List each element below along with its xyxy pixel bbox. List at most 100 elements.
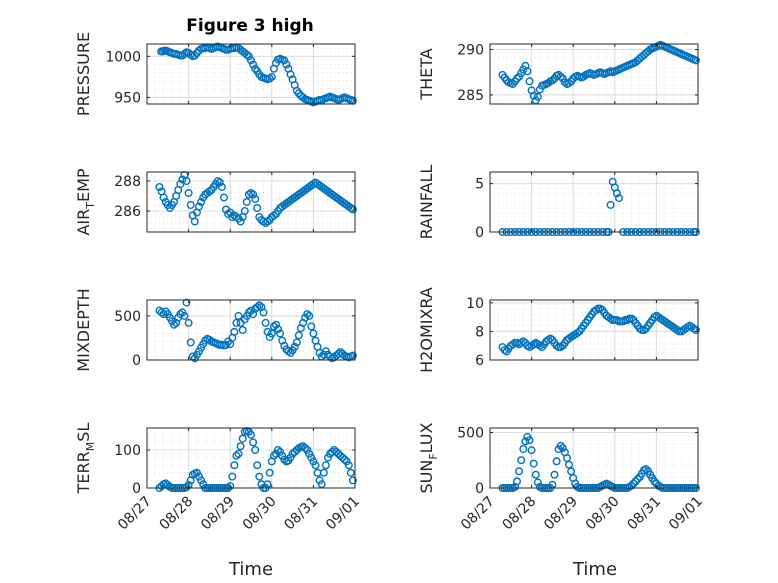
- panel-7-x-tick-label: 08/29: [198, 494, 238, 534]
- panel-6-y-tick-label: 10: [466, 296, 484, 312]
- panel-7-data-point: [321, 461, 330, 470]
- panel-8-x-tick-label: 08/30: [583, 494, 623, 534]
- panel-8-data-point: [650, 477, 659, 486]
- panel-5-data-point: [186, 338, 195, 347]
- panel-5-data-point: [176, 310, 185, 319]
- panel-2-y-tick-label: 290: [457, 42, 484, 58]
- panel-4-plot-area: [490, 172, 698, 232]
- panel-4-data-point: [615, 194, 624, 203]
- panel-7-data-point: [324, 453, 333, 462]
- panel-3-data-point: [178, 175, 187, 184]
- panel-7-y-axis-label: TERRMSL: [74, 423, 97, 495]
- panel-8-axes-box: [489, 427, 699, 489]
- panel-7-data-point: [265, 468, 274, 477]
- panel-1-data-point: [242, 50, 251, 59]
- panel-3-data-point: [190, 217, 199, 226]
- panel-2-data-point: [525, 77, 534, 86]
- panel-8-data-point: [552, 457, 561, 466]
- panel-3-data-point: [240, 206, 249, 215]
- panel-5-data-point: [303, 310, 312, 319]
- panel-4-y-tick-label: 0: [475, 225, 484, 241]
- panel-5-data-point: [234, 311, 243, 320]
- panel-3-data-point: [186, 200, 195, 209]
- panel-1-y-axis-label: PRESSURE: [74, 32, 93, 116]
- panel-2-data-point: [513, 74, 522, 83]
- panel-1-data-point: [267, 72, 276, 81]
- x-axis-label-left: Time: [228, 559, 273, 580]
- panel-5-data-point: [230, 327, 239, 336]
- panel-6-y-tick-label: 8: [475, 324, 484, 340]
- panel-5-data-point: [272, 320, 281, 329]
- panel-3-data-point: [215, 178, 224, 187]
- panel-7-axes-box: [146, 427, 356, 489]
- panel-3-data-point: [348, 205, 357, 214]
- panel-5-data-point: [182, 298, 191, 307]
- panel-4-data-point: [612, 189, 621, 198]
- panel-1-data-point: [282, 60, 291, 69]
- panel-5-data-point: [261, 318, 270, 327]
- panel-7-data-point: [182, 483, 191, 492]
- panel-3-data-point: [219, 193, 228, 202]
- panel-7-y-tick-label: 0: [132, 481, 141, 497]
- panel-2-y-tick-label: 285: [457, 88, 484, 104]
- panel-2-data-point: [533, 92, 542, 101]
- figure-title: Figure 3 high: [186, 16, 314, 36]
- panel-3-y-tick-label: 286: [114, 204, 141, 220]
- panel-3-data-point: [236, 217, 245, 226]
- panel-8-x-tick-label: 08/31: [624, 494, 664, 534]
- panel-2-axes-box: [489, 43, 699, 105]
- panel-1-y-tick-label: 950: [114, 90, 141, 106]
- panel-7-data-point: [269, 451, 278, 460]
- panel-1-data-point: [299, 93, 308, 102]
- panel-2-data-point: [548, 76, 557, 85]
- panel-7-data-point: [232, 451, 241, 460]
- panel-8-data-point: [525, 436, 534, 445]
- panel-7-data-point: [228, 472, 237, 481]
- panel-5-data-point: [276, 329, 285, 338]
- panel-8-data-point: [519, 445, 528, 454]
- panel-8-data-point: [517, 456, 526, 465]
- panel-3-y-axis-label: AIRTEMP: [74, 168, 97, 235]
- panel-6-data-point: [573, 328, 582, 337]
- panel-7-data-point: [251, 446, 260, 455]
- panel-1-data-point: [192, 49, 201, 58]
- panel-7-data-point: [236, 442, 245, 451]
- panel-2-data-point: [691, 56, 700, 65]
- panel-5-data-point: [348, 351, 357, 360]
- panel-8-data-point: [633, 475, 642, 484]
- panel-3-data-point: [184, 188, 193, 197]
- panel-8-data-point: [521, 437, 530, 446]
- panel-7-data-point: [303, 446, 312, 455]
- panel-2-data-point: [565, 79, 574, 88]
- panel-5-data-point: [274, 325, 283, 334]
- panel-8-data-point: [558, 444, 567, 453]
- panel-1-data-point: [246, 56, 255, 65]
- panel-6-plot-area: [490, 300, 698, 360]
- panel-8-data-point: [627, 481, 636, 490]
- panel-7-data-point: [255, 472, 264, 481]
- panel-8-data-point: [629, 479, 638, 488]
- panel-7-data-point: [301, 444, 310, 453]
- panel-7-data-point: [238, 434, 247, 443]
- panel-5-data-point: [294, 331, 303, 340]
- panel-7-data-point: [249, 438, 258, 447]
- panel-8-plot-area: [490, 428, 698, 488]
- panel-5-data-point: [292, 338, 301, 347]
- panel-8-x-tick-label: 08/28: [500, 494, 540, 534]
- panel-7-x-tick-label: 08/31: [281, 494, 321, 534]
- panel-2-data-point: [529, 91, 538, 100]
- panel-1-axes-box: [146, 43, 356, 105]
- panel-3-data-point: [155, 182, 164, 191]
- panel-5-data-point: [255, 301, 264, 310]
- panel-3-y-tick-label: 288: [114, 174, 141, 190]
- panel-7-data-point: [311, 461, 320, 470]
- panel-2-data-point: [556, 72, 565, 81]
- panel-7-x-tick-label: 08/30: [240, 494, 280, 534]
- panel-6-axes-box: [489, 299, 699, 361]
- panel-3-data-point: [176, 179, 185, 188]
- panel-1-data-point: [244, 52, 253, 61]
- panel-7-data-point: [348, 476, 357, 485]
- panel-7-data-point: [344, 461, 353, 470]
- panel-1-data-point: [286, 70, 295, 79]
